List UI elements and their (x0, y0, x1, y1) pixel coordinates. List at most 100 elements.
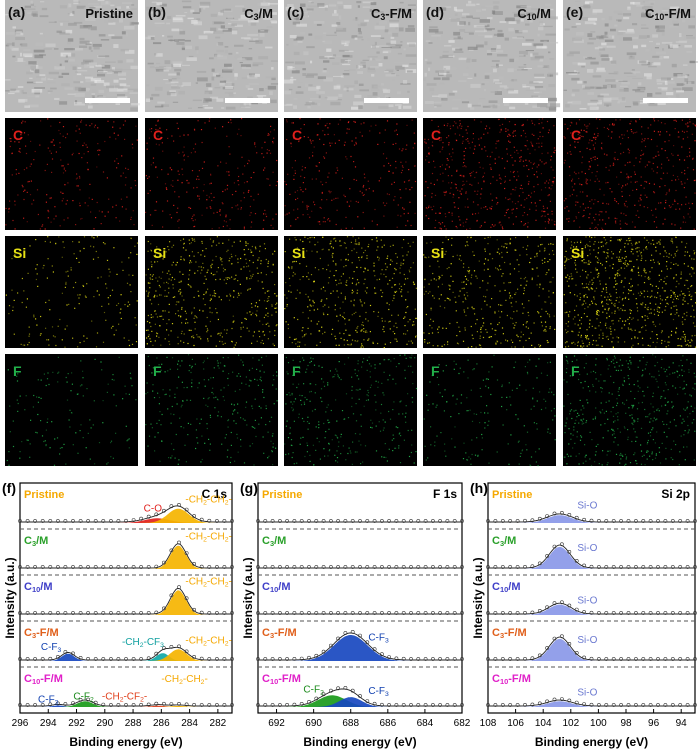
data-point (663, 519, 668, 523)
data-point (207, 703, 212, 707)
peak-component (20, 653, 232, 661)
plot-frame (19, 482, 233, 714)
sample-label: C3-F/M (371, 6, 412, 22)
data-point (604, 611, 609, 615)
y-axis-label: Intensity (a.u.) (471, 557, 485, 638)
spectrum-pristine: Pristine C-O -CH2-CH2- (18, 489, 234, 530)
data-point (365, 611, 370, 615)
data-point (379, 519, 384, 523)
data-point (328, 565, 333, 569)
data-point (648, 703, 653, 707)
sample-label: C10/M (262, 581, 291, 594)
data-point (93, 657, 98, 661)
data-point (508, 565, 513, 569)
spectrum-c10-f-m: C10-F/M C-F3 C-F2 -CH2-CF2- -CH2-CH2- (18, 673, 234, 707)
data-point (552, 601, 557, 606)
envelope-line (20, 587, 232, 615)
data-point (387, 703, 392, 707)
data-point (18, 611, 22, 615)
peak-label: C-F3 (41, 642, 62, 654)
data-point (78, 698, 83, 702)
data-point (177, 585, 181, 590)
data-point (25, 703, 30, 707)
data-point (634, 611, 638, 615)
data-point (131, 565, 136, 569)
data-point (641, 519, 646, 523)
peak-label: -CH2-CH2- (185, 532, 231, 544)
data-point (523, 657, 527, 661)
data-point (199, 656, 204, 661)
data-point (109, 611, 113, 615)
data-point (161, 560, 166, 565)
data-point (40, 519, 45, 523)
x-axis-label: Binding energy (eV) (69, 735, 182, 749)
data-point (693, 565, 697, 569)
data-point (537, 609, 542, 613)
sample-label: Pristine (85, 6, 133, 21)
data-point (358, 694, 362, 698)
data-point (299, 611, 304, 615)
data-point (33, 703, 38, 707)
data-point (18, 565, 22, 569)
peak-label: Si-O (577, 501, 597, 512)
envelope-line (20, 646, 232, 661)
eds-map-f-4: F (423, 354, 556, 467)
data-point (277, 657, 282, 661)
spectrum-c10-f-m: C10-F/MC-F2 C-F3 (256, 673, 464, 707)
envelope-line (488, 602, 695, 615)
data-point (634, 657, 638, 661)
data-point (270, 519, 275, 523)
data-point (486, 703, 490, 707)
data-point (678, 565, 683, 569)
element-label: C (292, 127, 302, 143)
data-point (567, 642, 572, 646)
data-point (445, 703, 450, 707)
data-point (500, 657, 505, 661)
envelope-line (488, 513, 695, 523)
x-tick-label: 96 (648, 718, 660, 729)
data-point (597, 611, 601, 615)
data-point (530, 656, 535, 661)
data-point (515, 657, 520, 661)
data-point (328, 643, 333, 648)
eds-map-c-2: C (145, 118, 278, 230)
peak-label: Si-O (577, 687, 597, 698)
data-point (199, 564, 204, 569)
data-point (93, 519, 98, 523)
data-point (292, 519, 297, 523)
data-point (604, 703, 609, 707)
sample-label: Pristine (262, 489, 302, 501)
data-point (582, 563, 587, 568)
panel-label: (e) (566, 4, 583, 20)
data-point (40, 611, 45, 615)
data-point (177, 540, 181, 545)
data-point (214, 703, 219, 707)
data-point (86, 697, 91, 702)
data-point (86, 611, 91, 615)
element-label: F (571, 363, 580, 379)
plot-frame (257, 482, 463, 714)
data-point (358, 519, 362, 523)
sample-label: C3/M (24, 535, 48, 548)
data-point (124, 657, 128, 661)
data-point (40, 657, 45, 661)
data-point (207, 565, 212, 569)
eds-map-si-2: Si (145, 236, 278, 348)
data-point (256, 703, 260, 707)
data-point (589, 610, 594, 615)
data-point (589, 702, 594, 707)
data-point (184, 507, 189, 512)
peak-label: -CH2-CH2- (185, 576, 231, 588)
data-point (177, 702, 181, 706)
x-tick-label: 690 (305, 718, 322, 729)
data-point (40, 565, 45, 569)
data-point (154, 610, 159, 615)
data-point (169, 645, 174, 649)
data-point (372, 519, 377, 523)
data-point (277, 703, 282, 707)
data-point (685, 703, 690, 707)
data-point (611, 565, 616, 569)
data-point (619, 611, 624, 615)
data-point (394, 611, 399, 615)
plot-frame (487, 482, 696, 714)
